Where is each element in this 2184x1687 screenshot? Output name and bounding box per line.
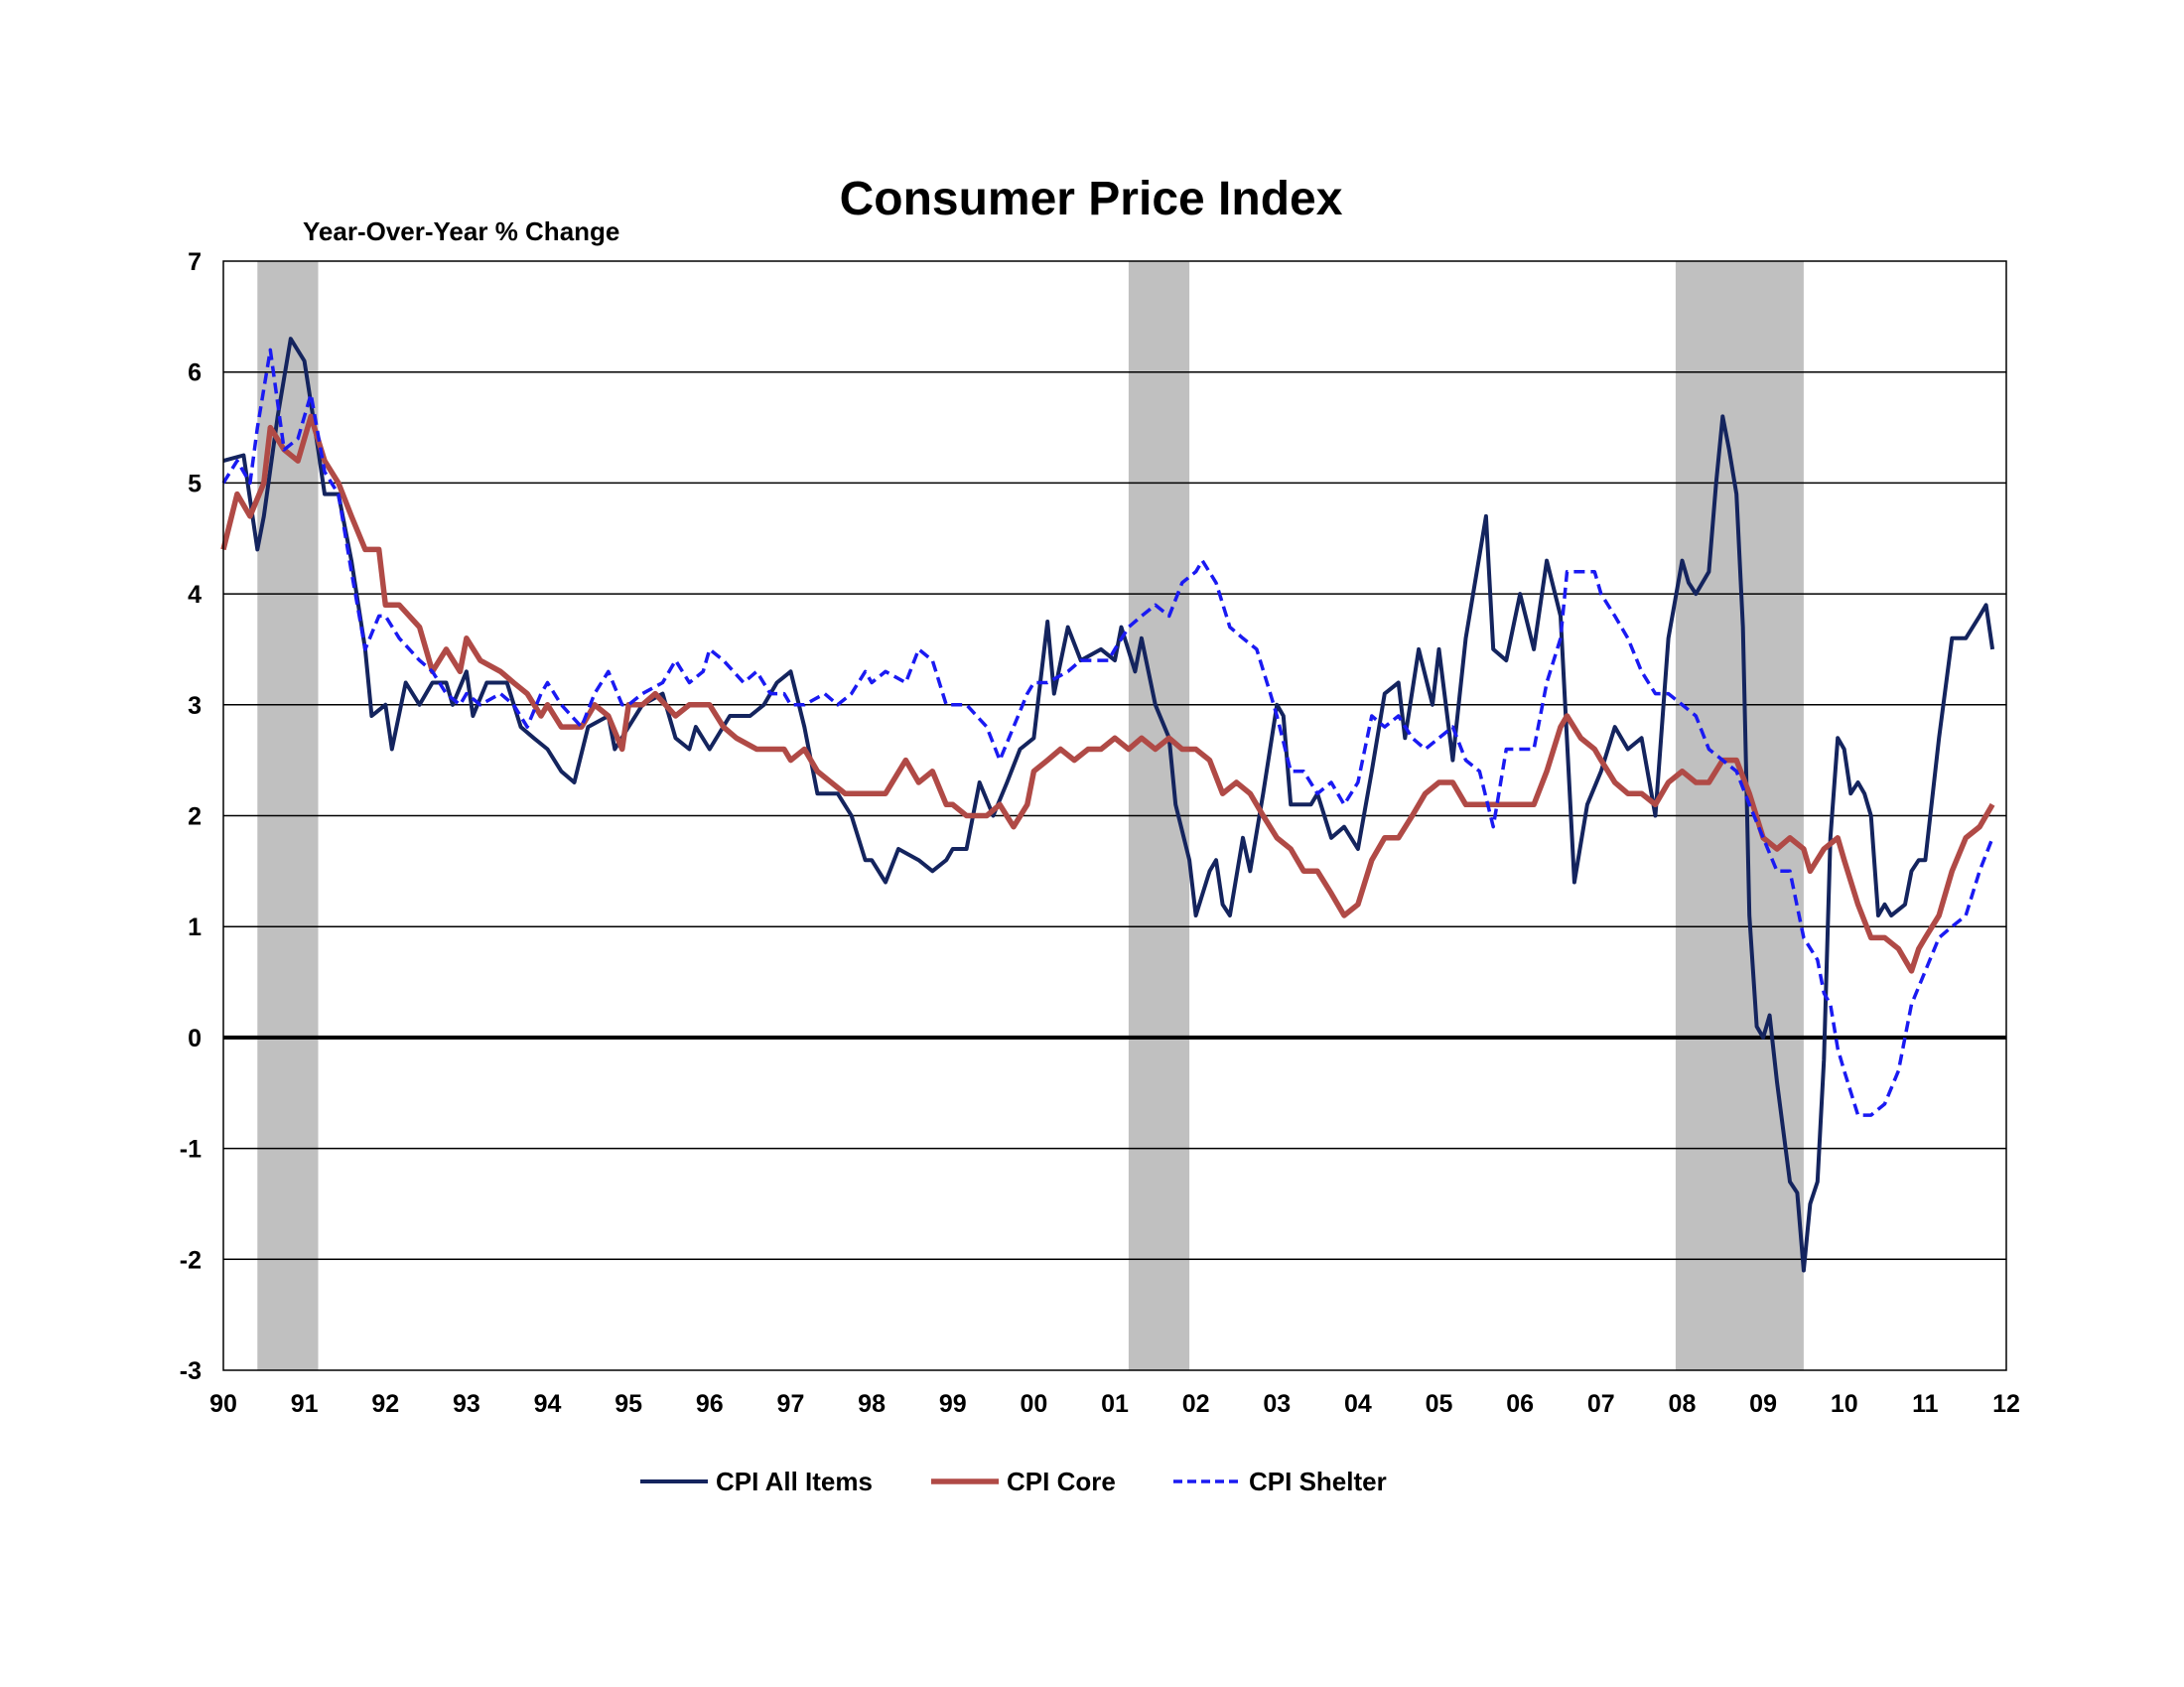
x-tick-label: 90 bbox=[209, 1390, 237, 1418]
x-tick-label: 98 bbox=[858, 1390, 886, 1418]
chart-title: Consumer Price Index bbox=[840, 173, 1343, 225]
x-tick-label: 09 bbox=[1749, 1390, 1777, 1418]
x-tick-label: 01 bbox=[1101, 1390, 1129, 1418]
y-tick-label: 2 bbox=[188, 803, 202, 831]
y-axis-ticks: 7 6 5 4 3 2 1 0 -1 -2 -3 bbox=[180, 248, 202, 1385]
x-tick-label: 11 bbox=[1912, 1390, 1939, 1418]
x-tick-label: 92 bbox=[371, 1390, 399, 1418]
legend-label-2: CPI Core bbox=[1007, 1467, 1116, 1496]
x-tick-label: 04 bbox=[1344, 1390, 1372, 1418]
y-tick-label: -2 bbox=[180, 1246, 202, 1274]
x-tick-label: 91 bbox=[291, 1390, 319, 1418]
x-tick-label: 00 bbox=[1020, 1390, 1047, 1418]
y-tick-label: 7 bbox=[188, 248, 202, 276]
x-tick-label: 99 bbox=[939, 1390, 967, 1418]
y-tick-label: 1 bbox=[188, 914, 202, 941]
x-tick-label: 10 bbox=[1831, 1390, 1858, 1418]
series-line-1 bbox=[222, 337, 1995, 1273]
y-tick-label: -3 bbox=[180, 1357, 202, 1385]
series-line-2 bbox=[220, 413, 1995, 974]
x-tick-label: 03 bbox=[1263, 1390, 1291, 1418]
x-axis-ticks: 90 91 92 93 94 95 96 97 98 99 00 01 02 03 04 05 06 07 08 09… bbox=[209, 1390, 2020, 1418]
y-tick-label: 5 bbox=[188, 470, 202, 497]
y-tick-label: 0 bbox=[188, 1025, 202, 1053]
x-tick-label: 08 bbox=[1669, 1390, 1697, 1418]
x-tick-label: 97 bbox=[777, 1390, 805, 1418]
gridlines bbox=[223, 370, 2006, 1261]
x-tick-label: 95 bbox=[614, 1390, 642, 1418]
x-tick-label: 93 bbox=[453, 1390, 480, 1418]
legend: CPI All Items CPI Core CPI Shelter bbox=[640, 1467, 1387, 1496]
x-tick-label: 05 bbox=[1426, 1390, 1453, 1418]
series-line-3 bbox=[221, 348, 1994, 1117]
series-lines bbox=[220, 337, 1995, 1273]
y-tick-label: 6 bbox=[188, 359, 202, 387]
y-tick-label: 4 bbox=[188, 581, 202, 609]
y-tick-label: 3 bbox=[188, 692, 202, 720]
x-tick-label: 96 bbox=[696, 1390, 724, 1418]
y-tick-label: -1 bbox=[180, 1136, 202, 1164]
x-tick-label: 94 bbox=[534, 1390, 562, 1418]
legend-label-3: CPI Shelter bbox=[1249, 1467, 1387, 1496]
chart-subtitle: Year-Over-Year % Change bbox=[303, 216, 619, 246]
x-tick-label: 12 bbox=[1992, 1390, 2020, 1418]
x-tick-label: 07 bbox=[1587, 1390, 1615, 1418]
legend-label-1: CPI All Items bbox=[716, 1467, 873, 1496]
plot-area-frame bbox=[222, 260, 2007, 1371]
x-tick-label: 06 bbox=[1506, 1390, 1534, 1418]
x-tick-label: 02 bbox=[1182, 1390, 1210, 1418]
